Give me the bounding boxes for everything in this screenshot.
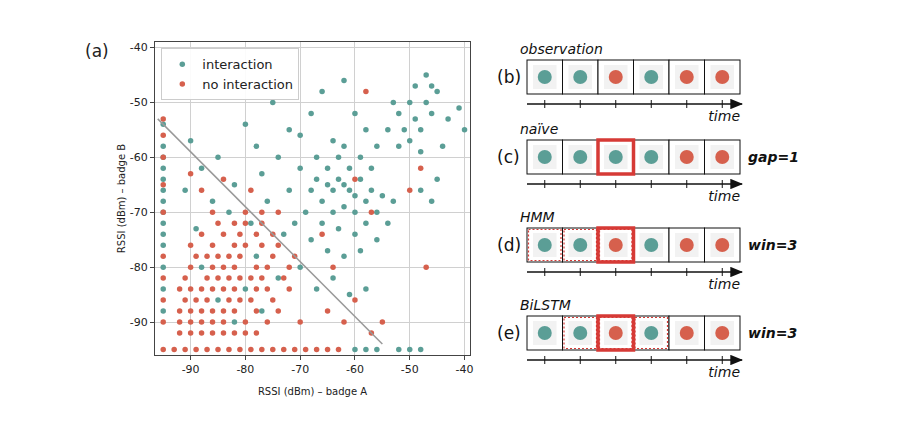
svg-text:win=3: win=3	[748, 237, 797, 253]
svg-text:-80: -80	[130, 261, 148, 274]
svg-text:(c): (c)	[497, 147, 520, 167]
svg-text:HMM: HMM	[520, 209, 555, 225]
svg-text:gap=1: gap=1	[748, 149, 799, 165]
svg-text:(a): (a)	[85, 41, 109, 61]
svg-text:(b): (b)	[497, 67, 521, 87]
svg-text:-90: -90	[130, 316, 148, 329]
svg-text:time: time	[708, 276, 740, 292]
svg-text:time: time	[708, 108, 740, 124]
svg-text:-70: -70	[291, 363, 309, 376]
svg-text:-50: -50	[130, 96, 148, 109]
svg-text:-70: -70	[130, 206, 148, 219]
svg-text:time: time	[708, 188, 740, 204]
svg-text:BiLSTM: BiLSTM	[520, 297, 571, 313]
svg-text:-40: -40	[456, 363, 474, 376]
svg-text:-80: -80	[236, 363, 254, 376]
svg-text:no interaction: no interaction	[202, 77, 293, 92]
svg-text:win=3: win=3	[748, 325, 797, 341]
svg-text:-50: -50	[401, 363, 419, 376]
svg-text:(e): (e)	[497, 323, 521, 343]
svg-text:(d): (d)	[497, 235, 521, 255]
svg-text:observation: observation	[520, 41, 603, 57]
svg-text:-60: -60	[346, 363, 364, 376]
svg-text:-60: -60	[130, 151, 148, 164]
svg-text:-90: -90	[182, 363, 200, 376]
svg-text:naïve: naïve	[520, 121, 558, 137]
svg-text:RSSI (dBm) – badge B: RSSI (dBm) – badge B	[116, 144, 127, 253]
svg-text:-40: -40	[130, 41, 148, 54]
svg-text:time: time	[708, 364, 740, 380]
svg-text:RSSI (dBm) – badge A: RSSI (dBm) – badge A	[258, 386, 367, 397]
svg-text:interaction: interaction	[202, 57, 272, 72]
